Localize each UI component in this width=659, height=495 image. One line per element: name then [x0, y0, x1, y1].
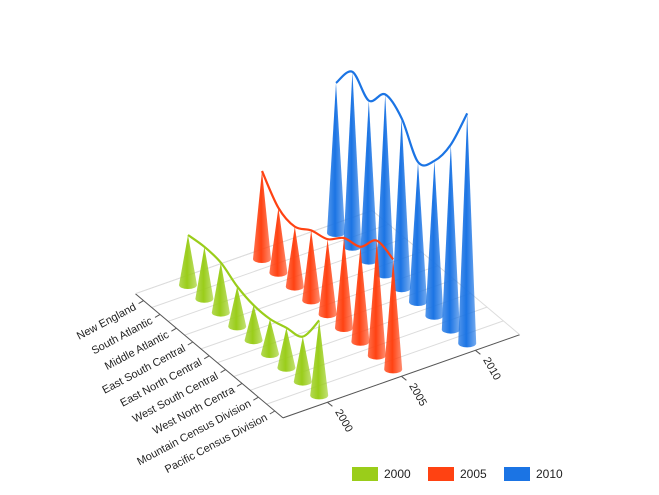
- category-tick: [138, 300, 144, 305]
- category-tick: [154, 313, 161, 318]
- legend-swatch: [352, 467, 378, 481]
- cone: [310, 320, 329, 400]
- cone: [253, 171, 271, 263]
- category-tick: [269, 410, 276, 415]
- legend-swatch: [428, 467, 454, 481]
- category-tick: [203, 355, 210, 360]
- cone: [351, 246, 370, 346]
- legend-label: 2010: [536, 467, 563, 481]
- cone: [293, 336, 312, 386]
- cone: [343, 71, 362, 251]
- cone: [302, 230, 321, 305]
- cone: [441, 144, 460, 334]
- cone: [425, 160, 444, 320]
- cone: [458, 113, 477, 348]
- cone: [384, 259, 403, 374]
- category-tick: [236, 382, 243, 387]
- category-tick: [171, 327, 177, 332]
- cone: [359, 100, 378, 265]
- cone: [335, 238, 353, 332]
- series-tick: [401, 375, 407, 381]
- cone: [392, 118, 411, 293]
- cone: [244, 305, 263, 345]
- cone: [367, 240, 386, 360]
- series-axis-label: 2000: [332, 407, 355, 434]
- series-line: [187, 234, 321, 338]
- cone: [327, 83, 345, 237]
- cone: [211, 262, 230, 317]
- series-tick: [327, 401, 333, 407]
- category-tick: [187, 341, 194, 346]
- cone: [228, 286, 247, 331]
- legend-label: 2000: [384, 467, 411, 481]
- cone: [409, 162, 427, 306]
- legend-label: 2005: [460, 467, 487, 481]
- cone: [318, 239, 337, 319]
- series-line: [335, 70, 469, 167]
- cone: [195, 246, 214, 303]
- cone: [285, 226, 304, 291]
- category-tick: [220, 369, 226, 374]
- category-tick: [253, 396, 259, 401]
- series-line: [260, 170, 395, 261]
- cone: [376, 94, 395, 279]
- cone: [269, 207, 288, 277]
- cone: [277, 327, 296, 372]
- cone: [261, 319, 279, 358]
- cone: [179, 235, 197, 289]
- series-axis-label: 2005: [406, 381, 429, 408]
- series-axis-label: 2010: [480, 355, 503, 382]
- legend-swatch: [504, 467, 530, 481]
- series-tick: [475, 349, 481, 355]
